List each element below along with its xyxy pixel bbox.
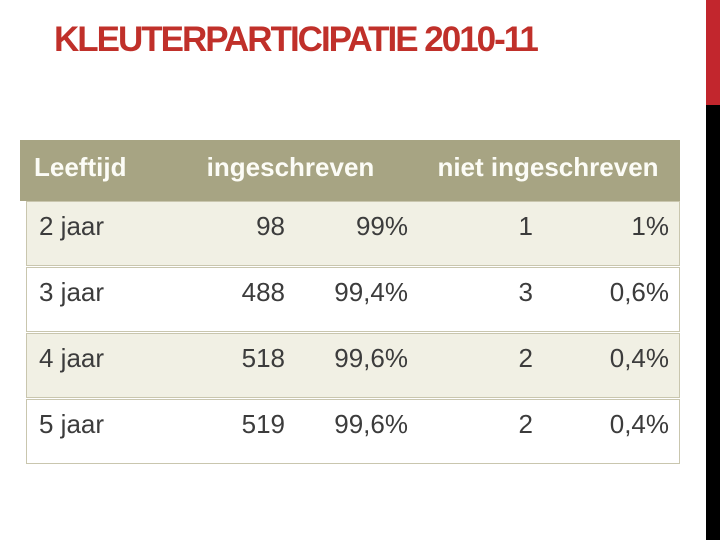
cell-ingeschreven-pct: 99,6% [334, 343, 408, 373]
table-row: 4 jaar 518 99,6% 2 0,4% [26, 333, 680, 398]
cell-niet-pct: 1% [631, 211, 669, 241]
cell-ingeschreven-pct: 99,4% [334, 277, 408, 307]
column-header-ingeschreven: ingeschreven [206, 152, 375, 182]
cell-niet-aantal: 1 [518, 211, 533, 241]
cell-ingeschreven-pct: 99,6% [334, 409, 408, 439]
table-row: 5 jaar 519 99,6% 2 0,4% [26, 399, 680, 464]
cell-leeftijd: 2 jaar [39, 211, 105, 241]
cell-niet-pct: 0,4% [609, 409, 669, 439]
cell-niet-pct: 0,4% [609, 343, 669, 373]
cell-niet-aantal: 3 [518, 277, 533, 307]
column-header-niet-ingeschreven: niet ingeschreven [437, 152, 659, 182]
table-row: 2 jaar 98 99% 1 1% [26, 201, 680, 266]
column-header-leeftijd: Leeftijd [34, 152, 127, 182]
cell-leeftijd: 3 jaar [39, 277, 105, 307]
cell-ingeschreven-aantal: 488 [241, 277, 285, 307]
cell-leeftijd: 5 jaar [39, 409, 105, 439]
table-header-row: Leeftijd ingeschreven niet ingeschreven [20, 140, 680, 201]
slide-title: KLEUTERPARTICIPATIE 2010-11 [54, 20, 539, 59]
table-row: 3 jaar 488 99,4% 3 0,6% [26, 267, 680, 332]
table-body: 2 jaar 98 99% 1 1% 3 jaar 488 99,4% 3 0,… [26, 201, 680, 464]
cell-niet-pct: 0,6% [609, 277, 669, 307]
accent-bar-red [706, 0, 720, 105]
cell-niet-aantal: 2 [518, 409, 533, 439]
cell-leeftijd: 4 jaar [39, 343, 105, 373]
cell-ingeschreven-aantal: 98 [256, 211, 285, 241]
accent-bar-black [706, 105, 720, 540]
cell-ingeschreven-aantal: 518 [241, 343, 285, 373]
cell-ingeschreven-pct: 99% [355, 211, 408, 241]
cell-niet-aantal: 2 [518, 343, 533, 373]
participation-table: Leeftijd ingeschreven niet ingeschreven … [20, 140, 680, 464]
cell-ingeschreven-aantal: 519 [241, 409, 285, 439]
